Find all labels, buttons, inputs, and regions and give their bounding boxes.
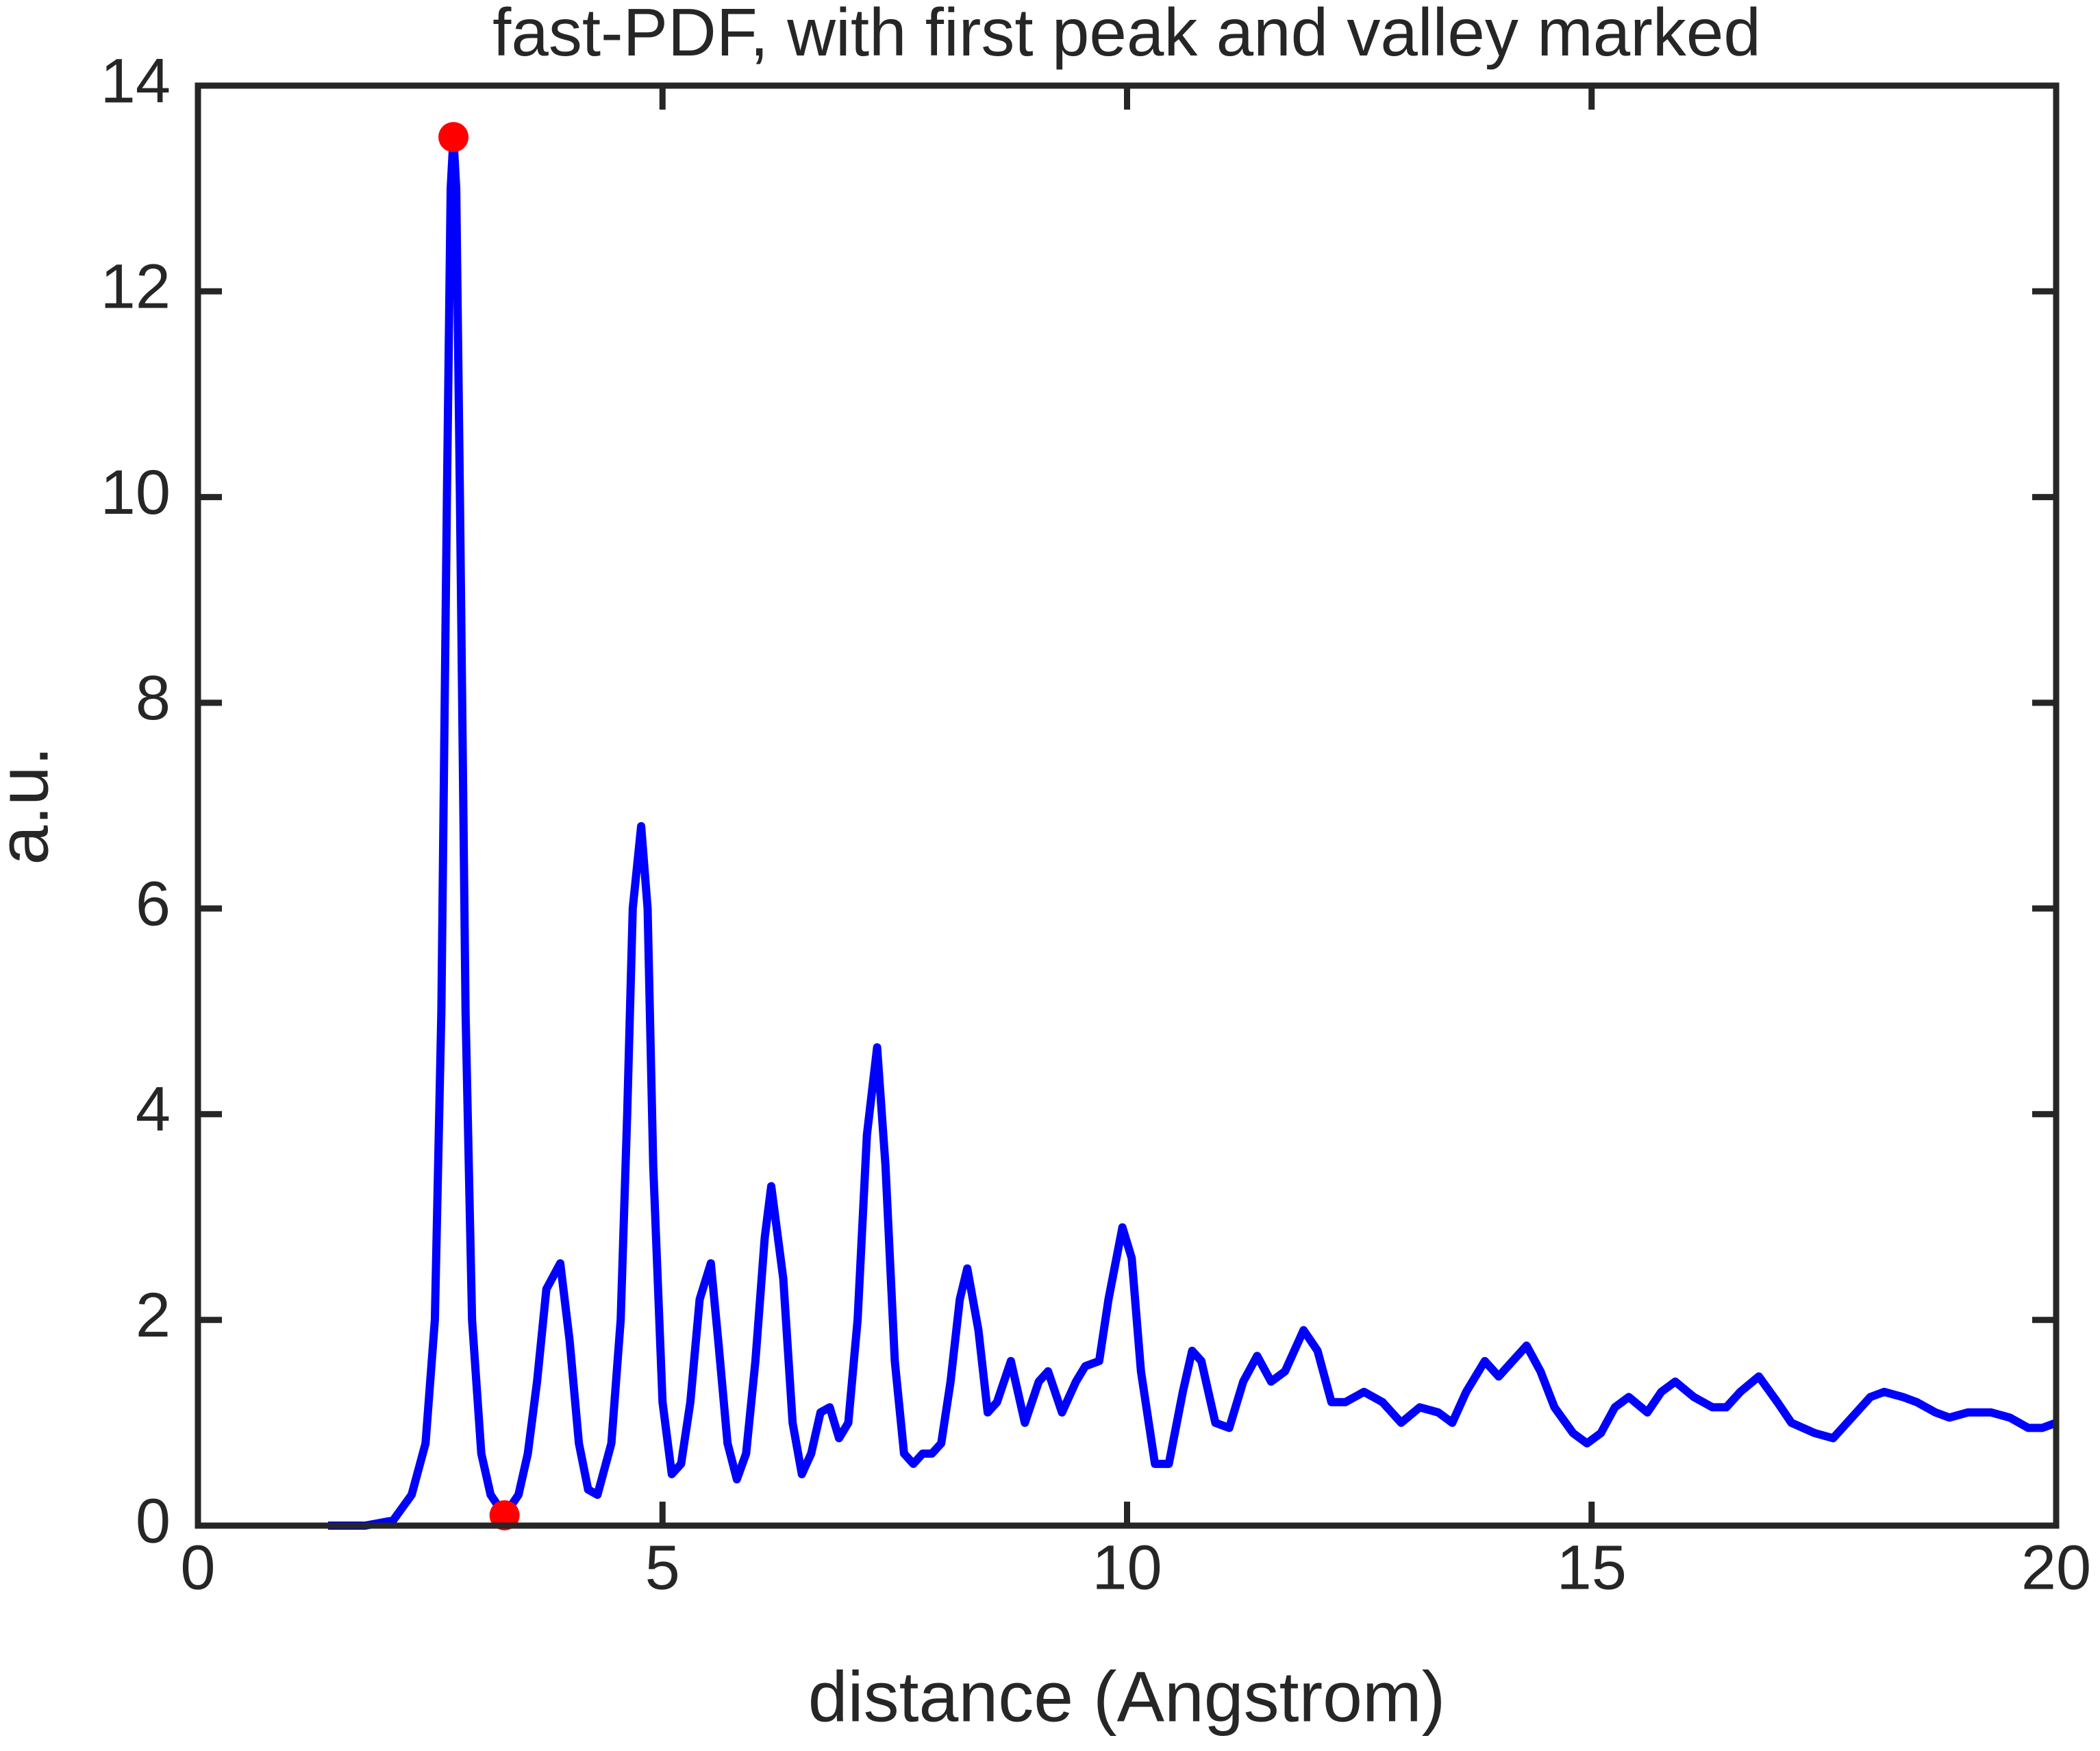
line [327,133,2058,1530]
y-tick-label: 4 [136,1075,171,1145]
x-tick-label: 5 [645,1532,680,1602]
y-tick-label: 12 [101,252,171,322]
x-axis-label: distance (Angstrom) [808,1657,1446,1737]
y-tick-label: 8 [136,663,171,733]
y-axis-label: a.u. [0,746,63,865]
plot-frame [195,82,2060,1529]
y-tick-label: 10 [101,458,171,527]
x-tick-label: 20 [2021,1532,2091,1602]
y-tick-label: 6 [136,869,171,939]
y-tick-label: 0 [136,1486,171,1556]
x-tick-label: 15 [1557,1532,1627,1602]
y-tick-label: 2 [136,1280,171,1350]
x-tick-label: 0 [180,1532,215,1602]
y-tick-label: 14 [101,46,171,116]
marker [438,122,469,153]
x-tick-label: 10 [1092,1532,1162,1602]
chart-title: fast-PDF, with first peak and valley mar… [492,0,1761,70]
